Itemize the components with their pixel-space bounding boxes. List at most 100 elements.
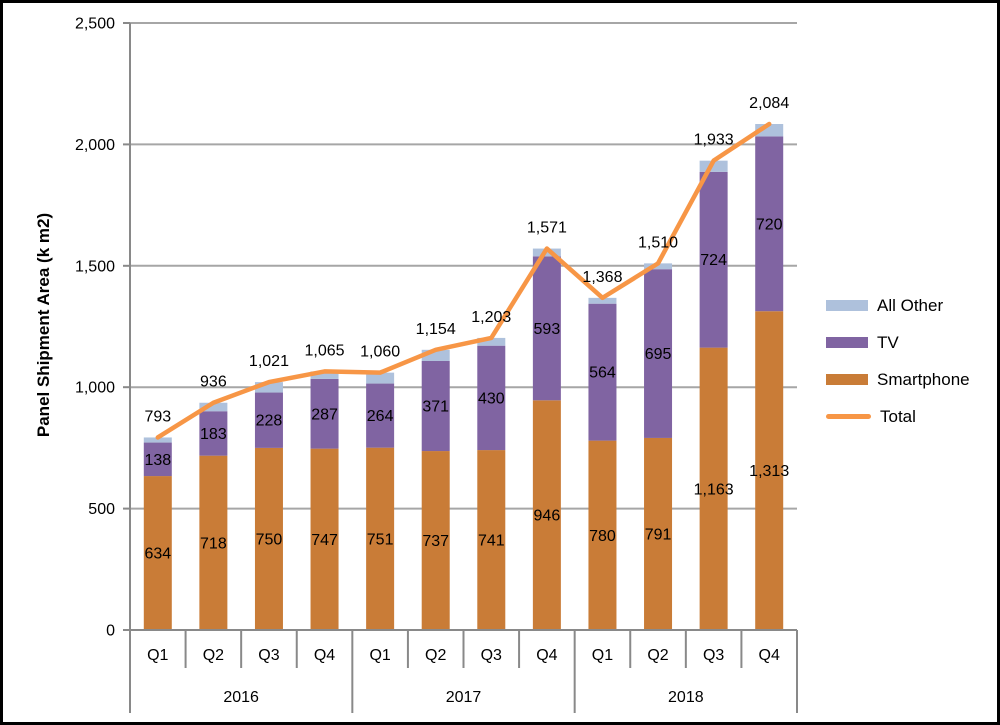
bar-segment-tv-11 <box>755 136 784 312</box>
bar-label-tv-5: 371 <box>422 399 449 416</box>
legend-item-smartphone: Smartphone <box>826 369 970 389</box>
y-tick-labels: 0 500 1,000 1,500 2,000 2,500 <box>75 16 130 640</box>
bar-label-smartphone-4: 751 <box>367 531 394 548</box>
bar-segment-tv-2 <box>254 392 283 448</box>
bar-segment-smartphone-3 <box>310 448 339 630</box>
bar-label-tv-1: 183 <box>200 426 227 443</box>
y-tick-label-2: 1,000 <box>75 380 115 397</box>
bar-label-smartphone-8: 780 <box>589 528 616 545</box>
total-label-6: 1,203 <box>471 309 511 326</box>
category-label-2: Q3 <box>258 647 279 664</box>
bar-segment-tv-5 <box>421 360 450 452</box>
y-tick-label-3: 1,500 <box>75 258 115 275</box>
total-labels: 793 936 1,021 1,065 1,060 1,154 1,203 1,571 1,36… <box>144 95 789 425</box>
bar-segment-all-other-2 <box>254 382 283 393</box>
category-label-8: Q1 <box>592 647 613 664</box>
bar-label-tv-9: 695 <box>645 346 672 363</box>
bar-label-smartphone-9: 791 <box>645 526 672 543</box>
total-label-0: 793 <box>144 408 171 425</box>
bar-segment-tv-0 <box>143 442 172 477</box>
bar-segment-all-other-10 <box>699 160 728 172</box>
bar-label-smartphone-5: 737 <box>422 533 449 550</box>
category-label-10: Q3 <box>703 647 724 664</box>
year-labels: 2016 2017 2018 <box>223 689 703 706</box>
y-tick-label-0: 0 <box>106 623 115 640</box>
total-line <box>155 121 772 440</box>
total-line-swatch-icon <box>826 414 871 419</box>
bar-segment-smartphone-2 <box>254 447 283 630</box>
bar-label-tv-0: 138 <box>144 452 171 469</box>
total-label-1: 936 <box>200 374 227 391</box>
bars <box>143 124 784 630</box>
bar-label-smartphone-2: 750 <box>256 531 283 548</box>
year-label-2016: 2016 <box>223 689 259 706</box>
bar-segment-smartphone-10 <box>699 347 728 630</box>
legend-item-tv: TV <box>826 332 970 352</box>
total-line-path <box>155 121 772 440</box>
bar-segment-tv-7 <box>532 256 561 401</box>
total-label-11: 2,084 <box>749 95 789 112</box>
total-label-10: 1,933 <box>694 132 734 149</box>
bar-segment-smartphone-4 <box>366 447 395 630</box>
bar-label-tv-11: 720 <box>756 216 783 233</box>
bar-segment-smartphone-7 <box>532 400 561 630</box>
total-label-9: 1,510 <box>638 234 678 251</box>
category-label-5: Q2 <box>425 647 446 664</box>
bar-segment-all-other-1 <box>199 402 228 412</box>
bar-segment-all-other-9 <box>644 263 673 270</box>
category-separators <box>129 630 798 713</box>
bar-segment-smartphone-11 <box>755 311 784 630</box>
plot-area: 634 718 750 747 751 737 741 946 780 791 1,163 1,313… <box>75 16 798 713</box>
legend-label-smartphone: Smartphone <box>877 369 970 389</box>
category-label-0: Q1 <box>147 647 168 664</box>
all-other-swatch-icon <box>826 300 868 311</box>
total-label-5: 1,154 <box>416 321 456 338</box>
total-label-3: 1,065 <box>305 342 345 359</box>
bar-label-smartphone-6: 741 <box>478 533 505 550</box>
category-labels: Q1 Q2 Q3 Q4 Q1 Q2 Q3 Q4 Q1 Q2 Q3 Q4 <box>147 647 780 664</box>
bar-segment-all-other-6 <box>477 337 506 346</box>
total-label-8: 1,368 <box>582 269 622 286</box>
y-tick-label-1: 500 <box>88 501 115 518</box>
category-label-3: Q4 <box>314 647 335 664</box>
smartphone-swatch-icon <box>826 374 868 385</box>
bar-label-smartphone-11: 1,313 <box>749 463 789 480</box>
bar-segment-tv-9 <box>644 269 673 438</box>
legend-item-total: Total <box>826 406 970 426</box>
bar-segment-smartphone-1 <box>199 455 228 630</box>
bar-segment-smartphone-6 <box>477 450 506 630</box>
bar-segment-all-other-0 <box>143 437 172 443</box>
bar-segment-tv-8 <box>588 303 617 441</box>
bar-segment-tv-3 <box>310 378 339 449</box>
bar-label-tv-3: 287 <box>311 406 338 423</box>
bar-label-smartphone-10: 1,163 <box>694 481 734 498</box>
total-label-2: 1,021 <box>249 353 289 370</box>
total-label-7: 1,571 <box>527 220 567 237</box>
category-label-4: Q1 <box>369 647 390 664</box>
bar-segment-all-other-8 <box>588 297 617 304</box>
bar-segment-tv-1 <box>199 411 228 456</box>
legend-label-tv: TV <box>877 332 899 352</box>
bar-label-tv-4: 264 <box>367 408 394 425</box>
y-tick-label-4: 2,000 <box>75 137 115 154</box>
bar-label-smartphone-3: 747 <box>311 532 338 549</box>
axes <box>129 23 797 631</box>
tv-swatch-icon <box>826 337 868 348</box>
category-label-6: Q3 <box>481 647 502 664</box>
y-tick-label-5: 2,500 <box>75 16 115 33</box>
category-label-11: Q4 <box>759 647 780 664</box>
bar-label-tv-6: 430 <box>478 390 505 407</box>
legend-item-all-other: All Other <box>826 295 970 315</box>
category-label-9: Q2 <box>647 647 668 664</box>
bar-label-tv-7: 593 <box>534 321 561 338</box>
bar-label-tv-10: 724 <box>700 252 727 269</box>
bar-segment-all-other-5 <box>421 349 450 361</box>
legend-label-all-other: All Other <box>877 295 944 315</box>
bar-segment-all-other-3 <box>310 371 339 379</box>
bar-segment-smartphone-0 <box>143 476 172 630</box>
legend: All Other TV Smartphone Total <box>826 295 970 426</box>
legend-label-total: Total <box>880 406 916 426</box>
gridlines <box>130 22 797 510</box>
bar-segment-tv-6 <box>477 345 506 451</box>
bar-label-tv-8: 564 <box>589 365 616 382</box>
